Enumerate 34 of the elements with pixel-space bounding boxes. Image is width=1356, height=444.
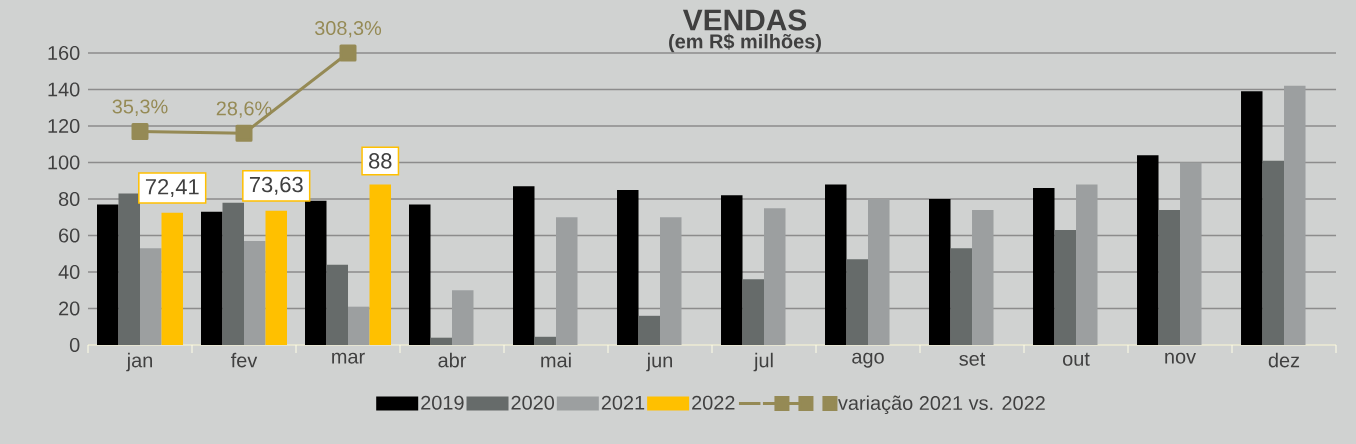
- data-label: 35,3%: [112, 99, 168, 116]
- data-label: 28,6%: [216, 101, 272, 118]
- data-label: 88: [369, 153, 392, 169]
- legend-label: 2021: [601, 395, 645, 410]
- x-tick-label: dez: [1268, 352, 1300, 368]
- legend-label: 2019: [421, 395, 464, 410]
- y-tick-label: 140: [48, 82, 80, 97]
- x-tick-label: jun: [646, 352, 672, 372]
- y-tick-label: 0: [69, 337, 80, 353]
- chart-subtitle: (em R$ milhões): [669, 33, 821, 53]
- x-tick-label: abr: [438, 352, 467, 368]
- y-tick-label: 60: [59, 228, 80, 243]
- y-tick-label: 120: [48, 118, 80, 134]
- data-label: 72,41: [145, 178, 199, 198]
- x-tick-label: jan: [126, 352, 152, 372]
- data-label: 73,63: [249, 176, 303, 195]
- x-tick-label: out: [1063, 352, 1090, 366]
- y-tick-label: 80: [58, 191, 80, 207]
- x-tick-label: mai: [541, 352, 571, 368]
- x-tick-label: fev: [230, 352, 258, 368]
- legend-label: variação 2021 vs. 2022: [838, 395, 1045, 415]
- y-tick-label: 40: [58, 264, 80, 280]
- legend-label: 2022: [692, 395, 735, 410]
- x-tick-label: nov: [1165, 352, 1196, 364]
- chart-title: VENDAS: [682, 9, 807, 31]
- y-tick-label: 100: [48, 155, 80, 170]
- data-label: 308,3%: [314, 21, 382, 38]
- y-tick-label: 160: [48, 45, 80, 61]
- x-tick-label: ago: [852, 352, 884, 368]
- y-tick-label: 20: [59, 301, 80, 316]
- x-tick-label: mar: [332, 352, 365, 364]
- legend-label: 2020: [511, 395, 555, 410]
- x-tick-label: jul: [753, 352, 773, 372]
- x-tick-label: set: [959, 352, 986, 366]
